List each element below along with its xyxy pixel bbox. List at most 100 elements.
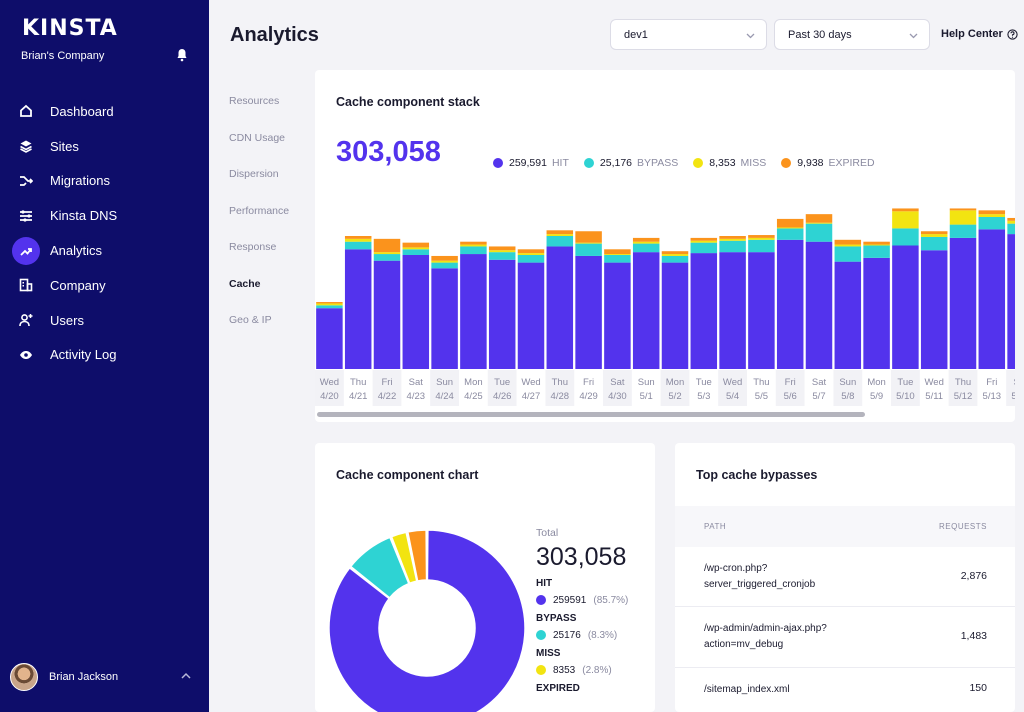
bar-segment-bypass[interactable] bbox=[1007, 223, 1015, 235]
bar-segment-expired[interactable] bbox=[604, 249, 631, 255]
bar-segment-expired[interactable] bbox=[719, 236, 746, 239]
chevron-up-icon[interactable] bbox=[180, 670, 192, 682]
bar-segment-bypass[interactable] bbox=[632, 243, 660, 253]
bar-segment-hit[interactable] bbox=[949, 237, 977, 369]
bar-segment-expired[interactable] bbox=[632, 237, 660, 242]
bar-segment-miss[interactable] bbox=[892, 211, 919, 229]
bar-segment-hit[interactable] bbox=[402, 255, 430, 369]
bar-segment-bypass[interactable] bbox=[546, 236, 574, 247]
bar-segment-miss[interactable] bbox=[517, 253, 545, 255]
bar-segment-hit[interactable] bbox=[661, 262, 689, 369]
bar-segment-hit[interactable] bbox=[748, 252, 775, 369]
sidebar-item-kinsta-dns[interactable]: Kinsta DNS bbox=[0, 198, 209, 233]
bar-segment-expired[interactable] bbox=[949, 208, 977, 211]
sidebar-item-dashboard[interactable]: Dashboard bbox=[0, 94, 209, 129]
bar-segment-expired[interactable] bbox=[1007, 217, 1015, 221]
bar-segment-miss[interactable] bbox=[546, 234, 574, 236]
bar-segment-bypass[interactable] bbox=[863, 245, 890, 258]
bar-segment-hit[interactable] bbox=[604, 262, 631, 369]
bar-segment-miss[interactable] bbox=[316, 303, 343, 306]
company-name[interactable]: Brian's Company bbox=[21, 50, 105, 62]
bar-segment-bypass[interactable] bbox=[920, 236, 948, 251]
bar-segment-miss[interactable] bbox=[834, 244, 862, 247]
bar-segment-expired[interactable] bbox=[575, 231, 602, 243]
bar-segment-hit[interactable] bbox=[460, 254, 487, 369]
bar-segment-miss[interactable] bbox=[748, 237, 775, 240]
bar-segment-expired[interactable] bbox=[863, 241, 890, 245]
bar-segment-expired[interactable] bbox=[460, 241, 487, 245]
legend-item-hit[interactable]: 259,591 HIT bbox=[493, 157, 569, 169]
pie-slice-expired[interactable] bbox=[406, 530, 428, 582]
bar-segment-bypass[interactable] bbox=[344, 241, 372, 250]
sidebar-item-users[interactable]: Users bbox=[0, 303, 209, 338]
sidebar-item-activity-log[interactable]: Activity Log bbox=[0, 338, 209, 373]
help-center-link[interactable]: Help Center bbox=[941, 28, 1018, 40]
bar-segment-bypass[interactable] bbox=[719, 240, 746, 253]
sidebar-item-company[interactable]: Company bbox=[0, 268, 209, 303]
bar-segment-hit[interactable] bbox=[978, 229, 1006, 369]
bar-segment-hit[interactable] bbox=[517, 262, 545, 369]
user-menu[interactable]: Brian Jackson bbox=[10, 662, 200, 692]
bar-segment-bypass[interactable] bbox=[748, 239, 775, 253]
bar-segment-expired[interactable] bbox=[690, 237, 718, 241]
date-range-select[interactable]: Past 30 days bbox=[774, 19, 930, 50]
kinsta-logo[interactable]: KINSTA bbox=[22, 16, 118, 41]
bar-segment-hit[interactable] bbox=[373, 260, 401, 369]
bar-segment-bypass[interactable] bbox=[373, 254, 401, 261]
bar-segment-hit[interactable] bbox=[719, 252, 746, 369]
bar-segment-hit[interactable] bbox=[920, 250, 948, 369]
bar-segment-bypass[interactable] bbox=[460, 246, 487, 255]
bar-segment-hit[interactable] bbox=[690, 253, 718, 369]
bar-segment-hit[interactable] bbox=[488, 259, 516, 369]
bar-segment-miss[interactable] bbox=[575, 242, 602, 244]
bar-segment-hit[interactable] bbox=[431, 268, 458, 369]
sidebar-item-sites[interactable]: Sites bbox=[0, 129, 209, 164]
bar-segment-miss[interactable] bbox=[460, 244, 487, 247]
bar-segment-hit[interactable] bbox=[316, 308, 343, 369]
bar-segment-expired[interactable] bbox=[978, 210, 1006, 215]
pie-slice-bypass[interactable] bbox=[349, 536, 410, 599]
bar-segment-bypass[interactable] bbox=[805, 223, 833, 242]
site-select[interactable]: dev1 bbox=[610, 19, 767, 50]
bar-segment-expired[interactable] bbox=[402, 242, 430, 248]
bar-segment-bypass[interactable] bbox=[661, 255, 689, 263]
bar-segment-bypass[interactable] bbox=[834, 246, 862, 262]
bar-segment-miss[interactable] bbox=[344, 238, 372, 242]
bar-segment-expired[interactable] bbox=[920, 231, 948, 235]
bar-segment-bypass[interactable] bbox=[604, 255, 631, 263]
bar-segment-bypass[interactable] bbox=[690, 242, 718, 254]
bar-segment-miss[interactable] bbox=[690, 240, 718, 243]
bar-segment-bypass[interactable] bbox=[316, 305, 343, 309]
legend-item-miss[interactable]: 8,353 MISS bbox=[693, 157, 766, 169]
bar-segment-miss[interactable] bbox=[805, 222, 833, 224]
bar-segment-hit[interactable] bbox=[776, 239, 804, 369]
bar-segment-hit[interactable] bbox=[632, 252, 660, 369]
bar-segment-miss[interactable] bbox=[661, 254, 689, 256]
bar-segment-hit[interactable] bbox=[1007, 234, 1015, 369]
bar-segment-hit[interactable] bbox=[546, 246, 574, 369]
bar-segment-hit[interactable] bbox=[834, 261, 862, 369]
bar-segment-miss[interactable] bbox=[632, 241, 660, 244]
subnav-cdn-usage[interactable]: CDN Usage bbox=[229, 131, 286, 144]
bar-segment-miss[interactable] bbox=[719, 238, 746, 241]
bar-segment-bypass[interactable] bbox=[431, 262, 458, 269]
bar-segment-hit[interactable] bbox=[863, 257, 890, 369]
bar-segment-miss[interactable] bbox=[863, 244, 890, 246]
bar-segment-expired[interactable] bbox=[546, 230, 574, 235]
chart-scrollbar[interactable] bbox=[317, 412, 865, 417]
subnav-response[interactable]: Response bbox=[229, 241, 277, 253]
bar-segment-bypass[interactable] bbox=[517, 255, 545, 263]
bar-segment-miss[interactable] bbox=[402, 247, 430, 250]
bar-segment-miss[interactable] bbox=[949, 210, 977, 225]
bar-segment-miss[interactable] bbox=[431, 260, 458, 263]
bar-segment-expired[interactable] bbox=[316, 302, 343, 304]
bar-segment-expired[interactable] bbox=[776, 218, 804, 228]
bar-segment-bypass[interactable] bbox=[488, 252, 516, 260]
bar-segment-expired[interactable] bbox=[834, 239, 862, 245]
bar-segment-expired[interactable] bbox=[661, 251, 689, 255]
bar-segment-hit[interactable] bbox=[892, 245, 919, 370]
legend-item-bypass[interactable]: 25,176 BYPASS bbox=[583, 157, 678, 169]
bar-segment-miss[interactable] bbox=[776, 227, 804, 229]
bar-segment-miss[interactable] bbox=[488, 250, 516, 253]
bar-segment-bypass[interactable] bbox=[978, 217, 1006, 230]
